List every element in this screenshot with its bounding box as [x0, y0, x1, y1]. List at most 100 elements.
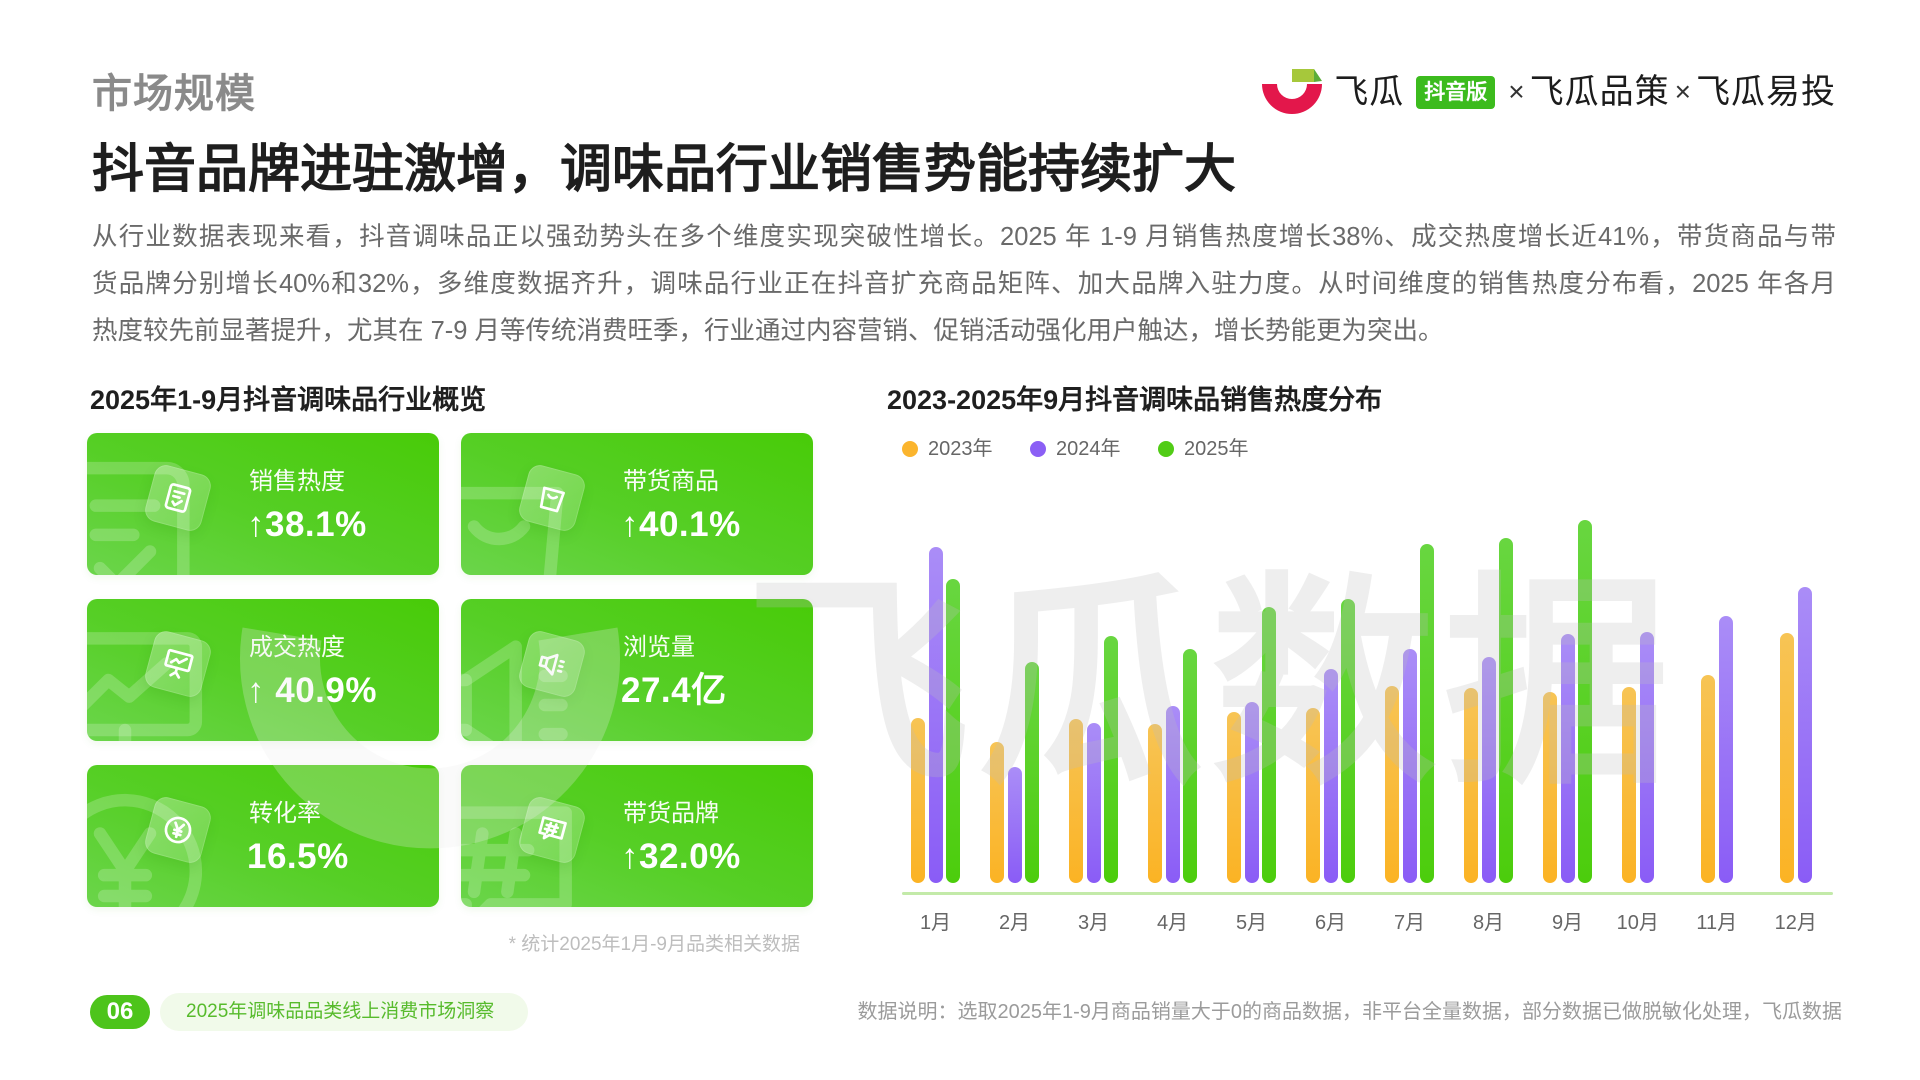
bar-group-m11: [1701, 503, 1733, 883]
brand-name: 飞瓜: [1334, 73, 1405, 111]
bar-y2024-m8: [1481, 657, 1496, 883]
overview-footnote: * 统计2025年1月-9月品类相关数据: [508, 934, 800, 955]
bar-group-m9: [1543, 503, 1592, 883]
bar-y2024-m11: [1718, 616, 1733, 883]
chart-title: 2023-2025年9月抖音调味品销售热度分布: [887, 385, 1383, 415]
megaphone-icon: [531, 643, 573, 685]
bar-y2025-m9: [1578, 520, 1592, 883]
bar-y2023-m9: [1543, 692, 1557, 883]
kpi-label: 带货品牌: [623, 800, 719, 827]
bar-y2024-m1: [928, 547, 943, 883]
legend-dot-icon: [902, 441, 918, 457]
kpi-card-sales-heat: 销售热度 ↑38.1%: [87, 433, 439, 575]
legend-dot-icon: [1158, 441, 1174, 457]
bar-y2024-m3: [1086, 723, 1101, 883]
legend-label: 2024年: [1056, 438, 1121, 460]
kpi-label: 成交热度: [249, 634, 345, 661]
kpi-value: 16.5%: [247, 837, 349, 876]
bar-group-m7: [1385, 503, 1434, 883]
chart-legend: 2023年 2024年 2025年: [902, 437, 1286, 461]
bar-y2023-m4: [1148, 724, 1162, 883]
bar-group-m12: [1780, 503, 1812, 883]
overview-title: 2025年1-9月抖音调味品行业概览: [90, 385, 487, 415]
kpi-card-conversion: 转化率 16.5%: [87, 765, 439, 907]
bar-y2024-m12: [1797, 587, 1812, 883]
x-axis-label: 1月: [919, 912, 952, 934]
bar-y2023-m11: [1701, 675, 1715, 883]
summary-line: 热度较先前显著提升，尤其在 7-9 月等传统消费旺季，行业通过内容营销、促销活动…: [92, 317, 1444, 345]
kpi-label: 销售热度: [249, 468, 345, 495]
x-axis-label: 5月: [1235, 912, 1268, 934]
bar-y2024-m4: [1165, 706, 1180, 883]
kpi-card-grid: 销售热度 ↑38.1% 带货商品 ↑40.1% 成交热度 ↑ 40.9% 浏览量…: [87, 433, 813, 907]
kpi-value: ↑32.0%: [621, 837, 741, 876]
page-headline: 抖音品牌进驻激增，调味品行业销售势能持续扩大: [92, 141, 1237, 199]
product-name-yitou: 飞瓜易投: [1696, 73, 1836, 111]
legend-label: 2023年: [928, 438, 993, 460]
summary-line: 货品牌分别增长40%和32%，多维度数据齐升，调味品行业正在抖音扩充商品矩阵、加…: [92, 270, 1836, 298]
summary-paragraph: 从行业数据表现来看，抖音调味品正以强劲势头在多个维度实现突破性增长。2025 年…: [92, 214, 1836, 355]
yen-coin-icon: [157, 809, 199, 851]
bar-group-m1: [911, 503, 960, 883]
bar-group-m5: [1227, 503, 1276, 883]
x-axis-label: 2月: [998, 912, 1031, 934]
bar-y2025-m3: [1104, 636, 1118, 883]
bar-y2024-m5: [1244, 702, 1259, 883]
bar-group-m4: [1148, 503, 1197, 883]
bar-y2025-m6: [1341, 599, 1355, 883]
bar-y2025-m8: [1499, 538, 1513, 883]
report-title-pill: 2025年调味品品类线上消费市场洞察: [160, 993, 528, 1031]
bar-y2024-m10: [1639, 632, 1654, 883]
x-axis-label: 8月: [1472, 912, 1505, 934]
brand-logo: 飞瓜 抖音版 × 飞瓜品策 × 飞瓜易投: [1260, 66, 1836, 118]
bar-y2024-m7: [1402, 649, 1417, 883]
product-name-pince: 飞瓜品策: [1529, 73, 1670, 111]
kpi-card-views: 浏览量 27.4亿: [461, 599, 813, 741]
kpi-label: 浏览量: [623, 634, 695, 661]
x-axis-labels: 1月 2月 3月 4月 5月 6月 7月 8月 9月 10月 11月 12月: [896, 910, 1844, 936]
x-axis-label: 6月: [1314, 912, 1347, 934]
presentation-chart-icon: [157, 643, 199, 685]
x-axis-label: 3月: [1077, 912, 1110, 934]
x-axis-label: 12月: [1774, 912, 1817, 934]
bar-y2025-m4: [1183, 649, 1197, 883]
bar-y2025-m7: [1420, 544, 1434, 883]
bar-y2025-m5: [1262, 607, 1276, 883]
clipboard-check-icon: [157, 477, 199, 519]
bar-y2023-m10: [1622, 687, 1636, 883]
bar-group-m8: [1464, 503, 1513, 883]
bar-group-m2: [990, 503, 1039, 883]
bar-y2023-m3: [1069, 719, 1083, 883]
bar-y2023-m1: [911, 718, 925, 883]
kpi-card-deal-heat: 成交热度 ↑ 40.9%: [87, 599, 439, 741]
kpi-value: ↑40.1%: [621, 505, 741, 544]
page-number-badge: 06: [90, 995, 150, 1029]
cross-separator: ×: [1674, 76, 1691, 107]
douyin-edition-badge: 抖音版: [1416, 75, 1496, 109]
section-label: 市场规模: [92, 72, 256, 116]
legend-dot-icon: [1030, 441, 1046, 457]
feigua-logo-icon: [1262, 69, 1323, 114]
x-axis-label: 11月: [1696, 912, 1738, 934]
bar-y2024-m9: [1560, 634, 1575, 883]
chart-baseline: [902, 892, 1833, 895]
data-source-note: 数据说明：选取2025年1-9月商品销量大于0的商品数据，非平台全量数据，部分数…: [857, 1001, 1842, 1023]
summary-line: 从行业数据表现来看，抖音调味品正以强劲势头在多个维度实现突破性增长。2025 年…: [92, 223, 1836, 251]
bar-y2023-m5: [1227, 712, 1241, 883]
kpi-value: ↑38.1%: [247, 505, 367, 544]
bar-y2023-m2: [990, 742, 1004, 883]
kpi-label: 带货商品: [623, 468, 719, 495]
bar-y2023-m8: [1464, 688, 1478, 883]
legend-item-2023: 2023年: [902, 437, 1030, 461]
bar-y2025-m2: [1025, 662, 1039, 883]
bar-group-m6: [1306, 503, 1355, 883]
kpi-card-brands: 带货品牌 ↑32.0%: [461, 765, 813, 907]
shopping-bag-icon: [531, 477, 573, 519]
kpi-label: 转化率: [249, 800, 321, 827]
kpi-value: ↑ 40.9%: [247, 671, 377, 710]
cross-separator: ×: [1508, 76, 1525, 107]
x-axis-label: 9月: [1551, 912, 1584, 934]
kpi-value: 27.4亿: [621, 671, 727, 710]
bar-y2024-m6: [1323, 669, 1338, 883]
legend-item-2024: 2024年: [1030, 437, 1158, 461]
